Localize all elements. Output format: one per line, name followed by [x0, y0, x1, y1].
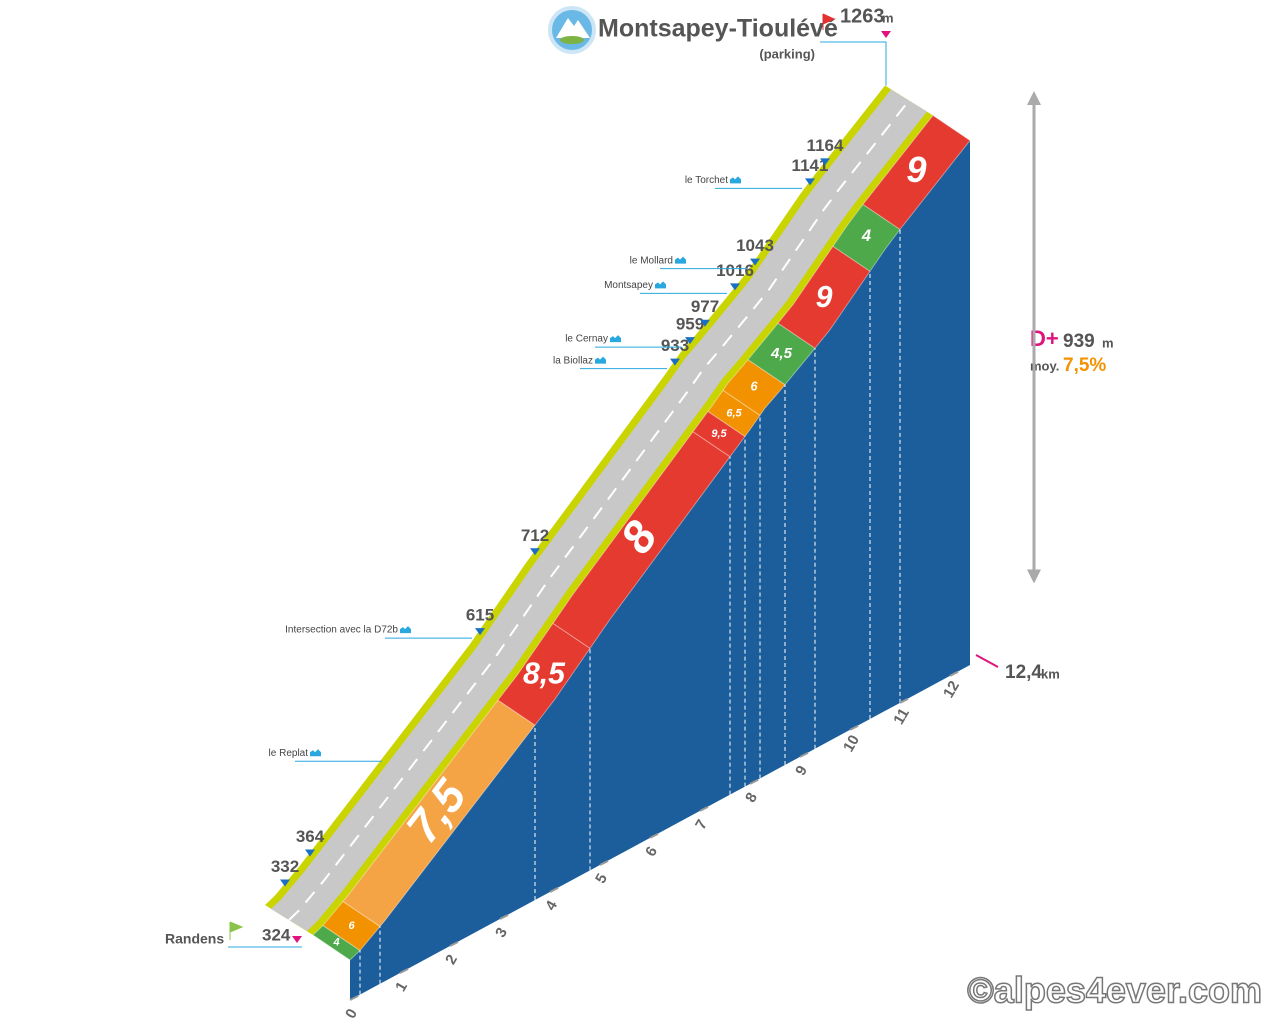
x-tick-label: 12 — [940, 678, 963, 701]
summit-marker — [881, 31, 891, 38]
summit-leader — [820, 41, 887, 86]
x-tick — [599, 860, 609, 866]
gradient-label: 4 — [861, 227, 871, 245]
house-icon — [610, 335, 621, 343]
waypoint-marker — [670, 358, 680, 366]
x-tick — [349, 995, 359, 1001]
waypoint-elevation: 615 — [466, 606, 494, 625]
house-icon — [655, 281, 666, 289]
waypoint-marker — [530, 548, 540, 556]
start-marker — [292, 936, 302, 943]
gradient-label: 4 — [332, 937, 339, 949]
waypoint-name: le Cernay — [565, 334, 608, 345]
x-tick-label: 0 — [342, 1006, 361, 1022]
x-tick-label: 10 — [840, 732, 863, 755]
waypoint-name: Intersection avec la D72b — [285, 625, 398, 636]
gain-value: 939 — [1063, 331, 1095, 352]
gradient-segment — [862, 114, 971, 231]
x-tick-label: 1 — [392, 979, 411, 995]
waypoint-elevation: 977 — [691, 297, 719, 316]
gradient-label: 8,5 — [523, 658, 566, 691]
waypoint-elevation: 712 — [521, 526, 549, 545]
x-tick-label: 7 — [692, 817, 711, 833]
x-tick — [799, 751, 809, 758]
x-tick-label: 2 — [442, 952, 461, 968]
x-tick-label: 3 — [492, 925, 511, 941]
house-icon — [675, 256, 686, 264]
gradient-label: 6,5 — [726, 407, 742, 419]
waypoint-marker — [685, 337, 695, 345]
gradient-label: 4,5 — [770, 345, 793, 362]
summit-unit: m — [882, 10, 894, 25]
waypoint-elevation: 364 — [296, 827, 325, 846]
x-tick — [699, 805, 709, 812]
house-icon — [595, 356, 606, 364]
average-label: moy. — [1030, 358, 1059, 373]
house-icon — [310, 749, 321, 757]
waypoint-elevation: 332 — [271, 857, 299, 876]
waypoint-marker — [700, 319, 710, 327]
waypoint-elevation: 959 — [676, 315, 704, 334]
waypoint-name: la Biollaz — [553, 355, 593, 366]
total-distance-tick — [975, 654, 999, 668]
gradient-label: 9 — [816, 281, 833, 314]
x-tick — [549, 887, 559, 893]
x-tick-label: 6 — [642, 844, 661, 860]
gain-unit: m — [1102, 335, 1114, 350]
x-tick — [749, 778, 759, 785]
waypoint-marker — [820, 158, 830, 166]
logo-mountain — [556, 18, 590, 38]
waypoint-marker — [805, 178, 815, 186]
x-tick — [399, 968, 409, 974]
gradient-label: 6 — [348, 920, 355, 932]
waypoint-marker — [750, 258, 760, 266]
profile-face — [350, 140, 970, 1000]
average-value: 7,5% — [1063, 355, 1106, 376]
chart-title: Montsapey-Tioulévé — [598, 15, 838, 43]
gradient-label: 9,5 — [711, 428, 727, 440]
waypoint-marker — [475, 628, 485, 636]
waypoint-name: Montsapey — [604, 280, 653, 291]
waypoint-elevation: 1016 — [716, 261, 754, 280]
waypoint-elevation: 1141 — [792, 156, 829, 175]
waypoint-marker — [305, 849, 315, 857]
x-tick — [449, 941, 459, 947]
total-distance: 12,4 — [1005, 662, 1042, 683]
x-tick — [649, 833, 659, 839]
x-tick-label: 8 — [742, 790, 761, 806]
summit-elevation: 1263 — [840, 5, 885, 27]
watermark: ©alpes4ever.com — [967, 970, 1262, 1011]
road-centerline — [288, 99, 910, 921]
distance-unit: km — [1041, 666, 1060, 681]
gradient-label: 9 — [906, 149, 926, 190]
x-tick — [849, 724, 859, 731]
waypoint-elevation: 1043 — [736, 236, 774, 255]
waypoint-name: le Torchet — [685, 175, 728, 186]
start-elevation: 324 — [262, 925, 291, 944]
x-tick-label: 4 — [542, 897, 561, 913]
chart-subtitle: (parking) — [759, 46, 815, 61]
house-icon — [400, 626, 411, 634]
start-name: Randens — [165, 931, 224, 947]
waypoint-elevation: 933 — [661, 336, 689, 355]
logo-grass — [560, 36, 584, 44]
house-icon — [730, 176, 741, 184]
summit-flag — [822, 13, 836, 30]
waypoint-name: le Replat — [269, 748, 309, 759]
x-tick-label: 5 — [592, 871, 611, 887]
x-tick — [899, 697, 909, 704]
waypoint-elevation: 1164 — [807, 136, 844, 155]
x-tick — [499, 914, 509, 920]
waypoint-marker — [730, 283, 740, 291]
start-flag — [229, 921, 244, 940]
gradient-label: 6 — [750, 379, 758, 393]
waypoint-marker — [280, 879, 290, 887]
x-tick-label: 11 — [890, 705, 913, 727]
waypoint-name: le Mollard — [630, 255, 673, 266]
x-tick-label: 9 — [792, 763, 811, 779]
x-tick — [949, 670, 959, 677]
